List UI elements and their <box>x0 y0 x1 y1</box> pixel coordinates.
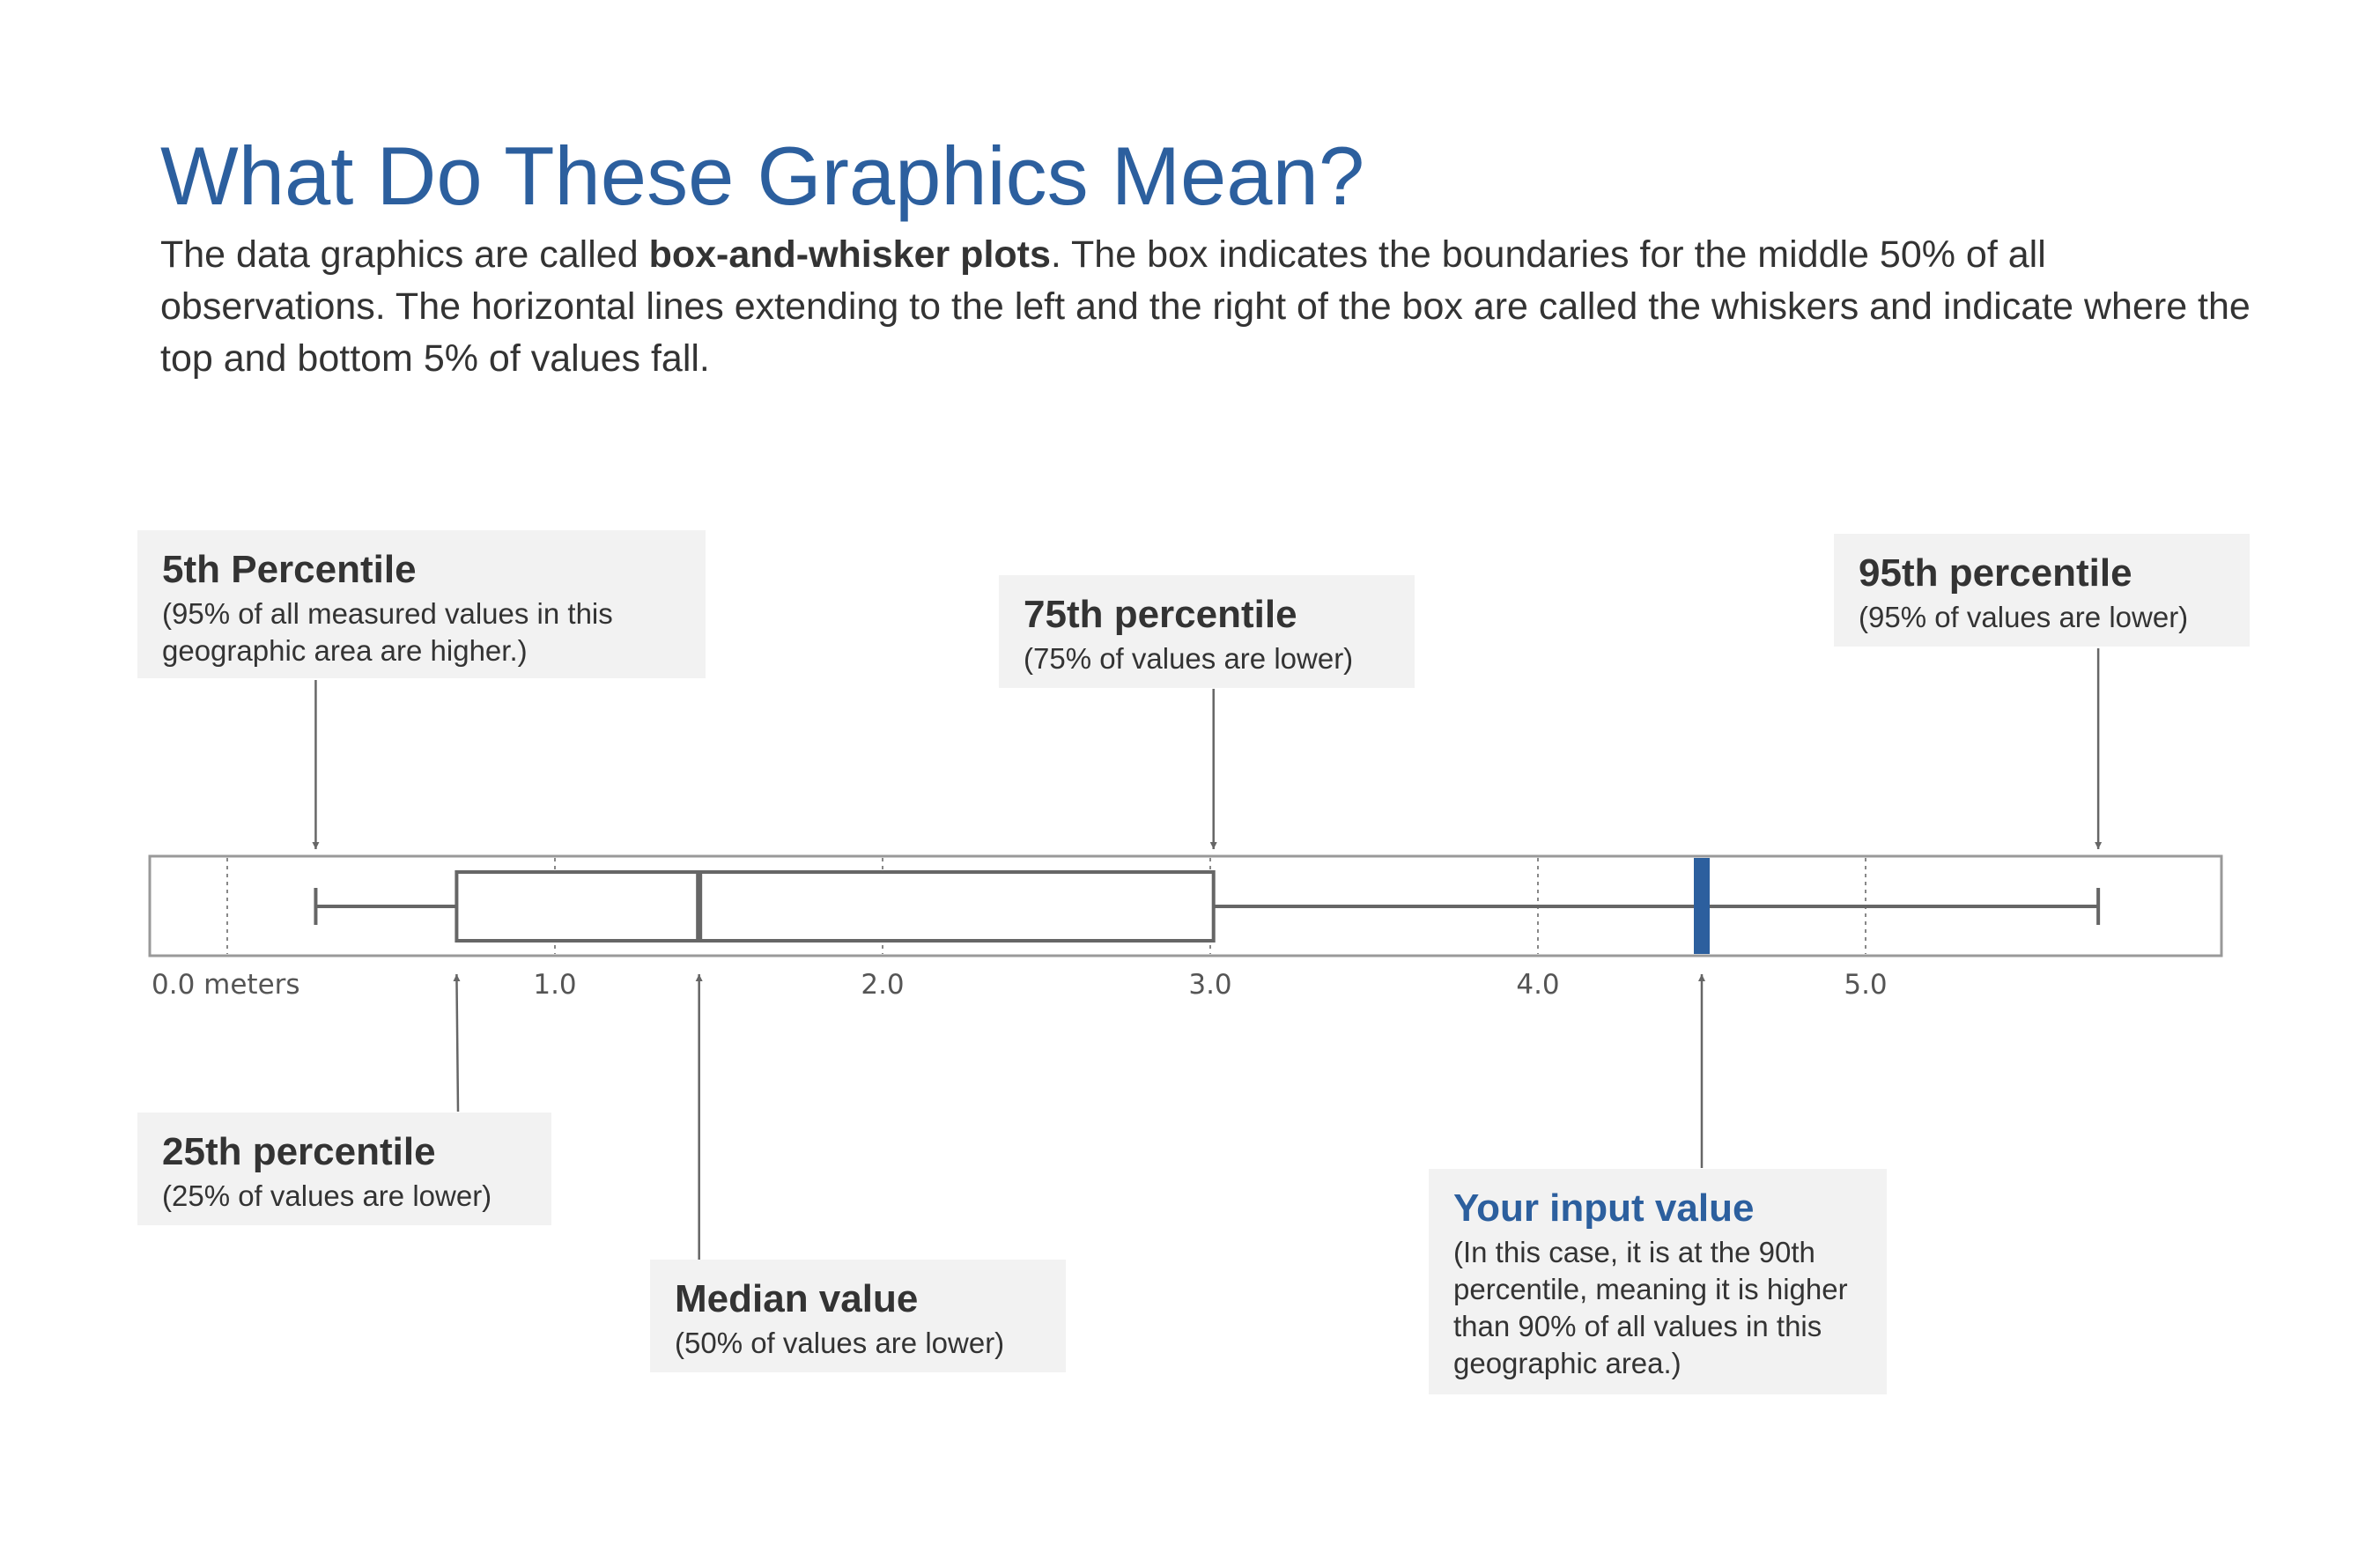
axis-tick-label: 1.0 <box>533 969 576 1001</box>
arrow-25th-percentile <box>453 973 461 1113</box>
callout-25th-percentile-title: 25th percentile <box>162 1130 436 1173</box>
axis-tick-label: 5.0 <box>1844 969 1887 1001</box>
plot-frame <box>148 854 2223 957</box>
axis-tick-label: 4.0 <box>1516 969 1559 1001</box>
callout-25th-percentile: 25th percentile (25% of values are lower… <box>137 1113 551 1225</box>
intro-text-end: . The box indicates the boundaries for t… <box>160 233 2251 380</box>
axis-tick-label: 3.0 <box>1188 969 1231 1001</box>
callout-95th-percentile-desc: (95% of values are lower) <box>1859 601 2189 633</box>
axis-tick-label: 0.0 meters <box>152 969 300 1001</box>
callout-75th-percentile-title: 75th percentile <box>1024 593 1297 636</box>
axis-tick-labels: 0.0 meters 1.0 2.0 3.0 4.0 5.0 <box>152 969 1888 1001</box>
callout-input-value-desc: (In this case, it is at the 90th percent… <box>1453 1236 1848 1379</box>
callout-median-value-desc: (50% of values are lower) <box>675 1327 1005 1359</box>
callout-5th-percentile-desc: (95% of all measured values in this geog… <box>162 597 613 667</box>
callout-75th-percentile-desc: (75% of values are lower) <box>1024 642 1354 675</box>
callout-input-value-title: Your input value <box>1453 1186 1755 1230</box>
box-plot <box>314 858 2101 954</box>
axis-tick-label: 2.0 <box>861 969 904 1001</box>
page-title: What Do These Graphics Mean? <box>160 129 1365 222</box>
callout-input-value: Your input value (In this case, it is at… <box>1429 1169 1887 1394</box>
iqr-box <box>455 870 1216 943</box>
callout-95th-percentile-title: 95th percentile <box>1859 551 2132 595</box>
callout-pointers <box>312 648 2103 1260</box>
callout-5th-percentile: 5th Percentile (95% of all measured valu… <box>137 530 706 678</box>
intro-term-box-plot: box-and-whisker plots <box>648 233 1051 276</box>
callout-median-value-title: Median value <box>675 1277 919 1320</box>
callout-median-value: Median value (50% of values are lower) <box>650 1260 1066 1372</box>
callout-95th-percentile: 95th percentile (95% of values are lower… <box>1834 534 2250 647</box>
intro-text-start: The data graphics are called <box>160 233 649 276</box>
input-value-marker <box>1694 858 1710 954</box>
callout-25th-percentile-desc: (25% of values are lower) <box>162 1179 492 1212</box>
grid-lines <box>226 858 1866 954</box>
callout-5th-percentile-title: 5th Percentile <box>162 548 417 591</box>
intro-paragraph: The data graphics are called box-and-whi… <box>160 229 2274 385</box>
callout-75th-percentile: 75th percentile (75% of values are lower… <box>999 575 1415 688</box>
